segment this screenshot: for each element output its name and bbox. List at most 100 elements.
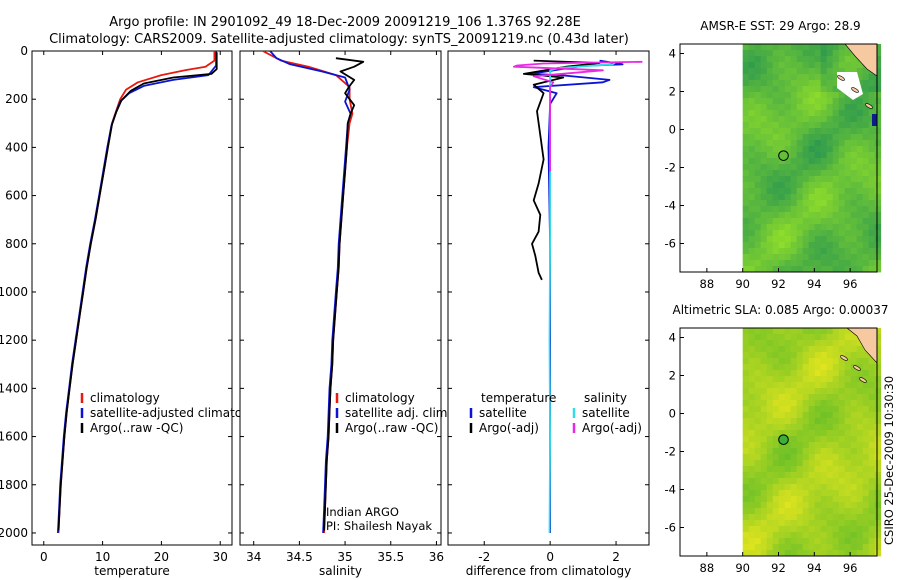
sla-map-cell	[874, 514, 882, 521]
sla-map-cell	[844, 532, 852, 539]
sst-map-cell	[820, 248, 828, 255]
sla-map-cell	[748, 406, 756, 413]
sst-map-cell	[754, 158, 762, 165]
sst-map-cell	[868, 158, 876, 165]
sst-map-cell	[802, 206, 810, 213]
sst-map-cell	[790, 128, 798, 135]
sst-map-cell	[820, 224, 828, 231]
sst-map-cell	[814, 92, 822, 99]
sst-map-lat-label: -6	[665, 237, 676, 251]
sst-map-cell	[856, 152, 864, 159]
sst-map-cell	[802, 218, 810, 225]
sla-map-cell	[754, 502, 762, 509]
sla-map-cell	[874, 382, 882, 389]
sst-map-cell	[802, 260, 810, 267]
sla-map-cell	[784, 442, 792, 449]
sst-map-cell	[754, 266, 762, 273]
sla-map-cell	[808, 478, 816, 485]
sst-map-cell	[808, 140, 816, 147]
sst-map-cell	[820, 68, 828, 75]
sst-map-cell	[772, 200, 780, 207]
sst-map-cell	[766, 104, 774, 111]
sst-map-cell	[868, 80, 876, 87]
sst-map-cell	[868, 170, 876, 177]
sla-map-cell	[808, 352, 816, 359]
sst-map-cell	[838, 170, 846, 177]
sst-map-cell	[814, 146, 822, 153]
difference-xtick-label: 0	[546, 550, 554, 564]
sst-map-cell	[796, 230, 804, 237]
sst-map-cell	[826, 200, 834, 207]
sst-map-cell	[796, 86, 804, 93]
sst-map-cell	[742, 86, 750, 93]
sst-map-cell	[808, 200, 816, 207]
sla-map-cell	[790, 532, 798, 539]
sla-map-cell	[766, 424, 774, 431]
sst-map-cell	[784, 146, 792, 153]
sst-map-cell	[856, 140, 864, 147]
sla-map-cell	[748, 430, 756, 437]
sla-map-cell	[856, 388, 864, 395]
sst-map-cell	[784, 80, 792, 87]
sst-map-cell	[868, 266, 876, 273]
sst-map-cell	[778, 206, 786, 213]
sla-map-cell	[790, 412, 798, 419]
sst-map-cell	[742, 254, 750, 261]
sla-map-cell	[742, 460, 750, 467]
sst-map-cell	[862, 122, 870, 129]
sst-map-cell	[820, 266, 828, 273]
sst-map-cell	[796, 116, 804, 123]
sla-map-cell	[754, 376, 762, 383]
sla-map-cell	[844, 490, 852, 497]
sla-map-cell	[748, 538, 756, 545]
sst-map-cell	[748, 260, 756, 267]
sst-map-cell	[772, 44, 780, 51]
sla-map-cell	[850, 430, 858, 437]
sla-map-cell	[790, 448, 798, 455]
sla-map-cell	[766, 526, 774, 533]
sst-map-cell	[778, 266, 786, 273]
sla-map-cell	[856, 466, 864, 473]
sla-map-cell	[832, 388, 840, 395]
sst-map-cell	[874, 164, 882, 171]
sla-map-cell	[838, 334, 846, 341]
sla-map-cell	[844, 442, 852, 449]
sst-map-cell	[814, 56, 822, 63]
sla-map-cell	[790, 490, 798, 497]
sla-map-cell	[868, 418, 876, 425]
sla-map-cell	[748, 520, 756, 527]
sst-map-cell	[760, 206, 768, 213]
sla-map-cell	[790, 436, 798, 443]
sst-map-cell	[808, 224, 816, 231]
sst-map-cell	[844, 140, 852, 147]
sla-map-cell	[760, 334, 768, 341]
sla-map-cell	[832, 460, 840, 467]
sla-map-cell	[766, 406, 774, 413]
sla-map-cell	[850, 388, 858, 395]
sla-map-cell	[850, 550, 858, 557]
sst-map-cell	[760, 200, 768, 207]
sla-map-cell	[850, 460, 858, 467]
sst-map-cell	[790, 248, 798, 255]
sst-map-cell	[868, 224, 876, 231]
sla-map-lon-label: 96	[843, 561, 858, 575]
sla-map-cell	[808, 472, 816, 479]
sla-map-cell	[808, 376, 816, 383]
sla-map-cell	[838, 454, 846, 461]
sst-map-cell	[862, 224, 870, 231]
sst-map-cell	[778, 116, 786, 123]
sla-map-cell	[862, 496, 870, 503]
sla-map-cell	[742, 352, 750, 359]
sla-map-cell	[778, 520, 786, 527]
sst-map-cell	[838, 200, 846, 207]
sst-map-cell	[820, 110, 828, 117]
sst-map-cell	[784, 74, 792, 81]
sst-map-cell	[778, 92, 786, 99]
sla-map-cell	[862, 478, 870, 485]
sla-map-cell	[862, 376, 870, 383]
sst-map-cell	[772, 164, 780, 171]
sst-map-cell	[838, 188, 846, 195]
sst-map-cell	[856, 260, 864, 267]
sst-map-cell	[766, 44, 774, 51]
